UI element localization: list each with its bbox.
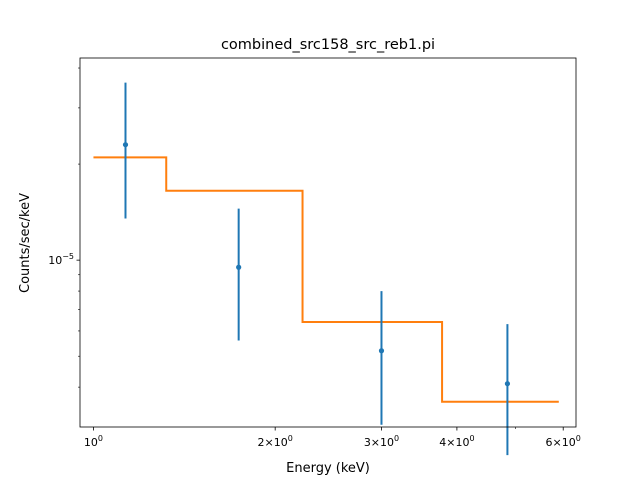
- x-axis-label: Energy (keV): [286, 461, 370, 476]
- model-step-line: [93, 156, 559, 403]
- x-tick-label: 6×100: [546, 434, 581, 449]
- data-point: [504, 381, 511, 387]
- x-tick-label: 2×100: [258, 434, 293, 449]
- plot-frame: [79, 57, 577, 428]
- x-tick-label: 3×100: [364, 434, 399, 449]
- chart-axes: 100 2×100 3×100 4×100 6×100 10−5: [48, 67, 581, 449]
- chart-title: combined_src158_src_reb1.pi: [221, 37, 435, 53]
- x-tick-label: 100: [84, 434, 103, 449]
- data-point: [378, 348, 385, 354]
- y-axis-label: Counts/sec/keV: [18, 193, 33, 293]
- x-tick-label: 4×100: [439, 434, 474, 449]
- plot-area: [80, 58, 576, 427]
- chart-marks: [93, 82, 559, 456]
- data-point: [236, 264, 242, 270]
- y-tick-label: 10−5: [48, 252, 74, 267]
- data-point: [122, 142, 129, 148]
